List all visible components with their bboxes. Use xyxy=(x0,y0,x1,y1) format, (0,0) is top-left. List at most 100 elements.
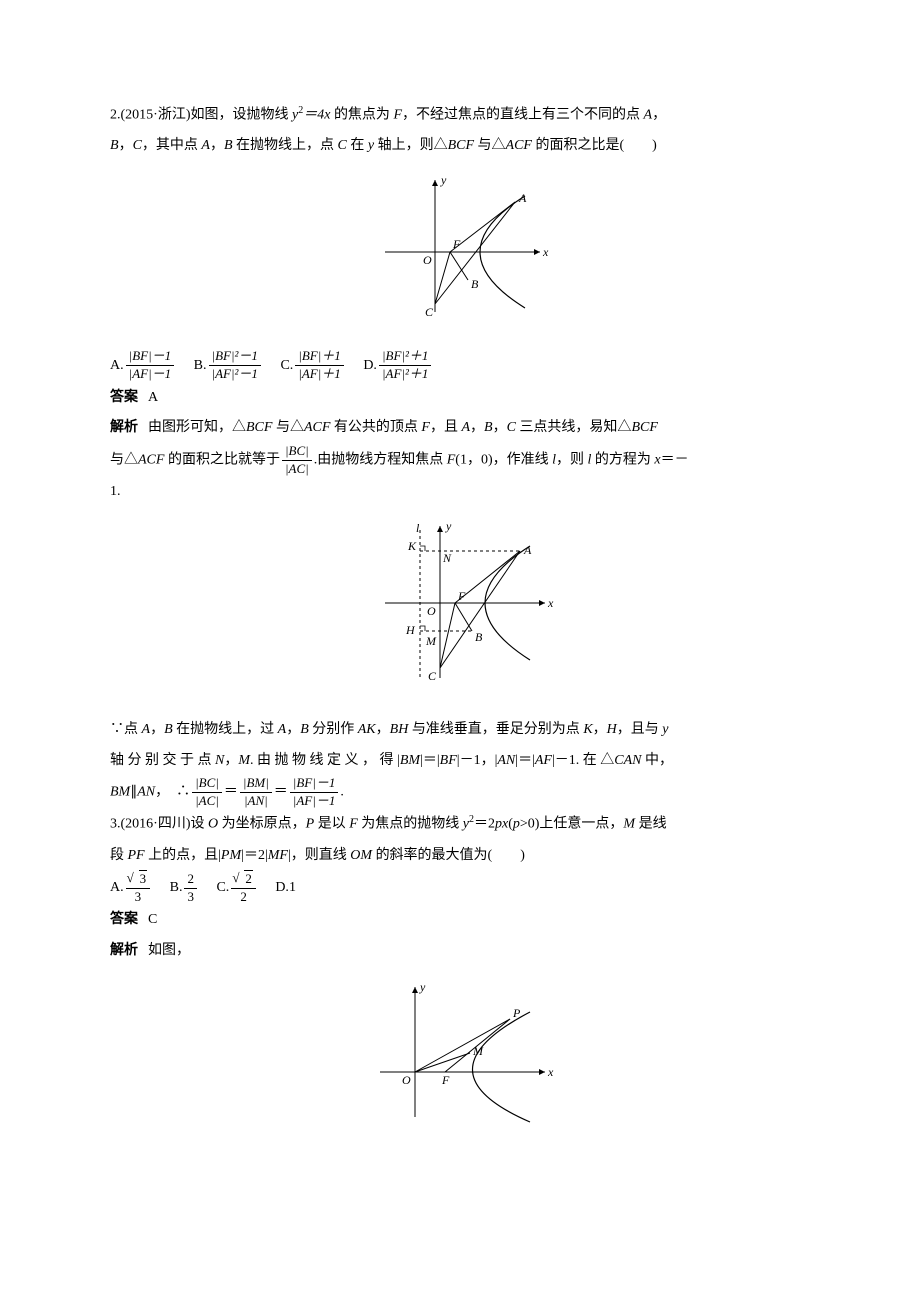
t: C xyxy=(507,420,516,435)
t: AN xyxy=(497,753,515,768)
t: BCF xyxy=(631,420,657,435)
fig2-M: M xyxy=(425,634,437,648)
q2-eq-tail: ＝4x xyxy=(303,108,330,123)
t: px xyxy=(495,817,508,832)
t: B xyxy=(164,722,173,737)
t: 的斜率的最大值为( ) xyxy=(372,848,525,863)
answer-label: 答案 xyxy=(110,390,138,405)
pfx: C. xyxy=(216,880,229,895)
q2-stem-c2: ， xyxy=(652,108,666,123)
t: N xyxy=(215,753,224,768)
t: A xyxy=(201,138,210,153)
t: >0)上任意一点， xyxy=(520,817,624,832)
frac-bc-ac: |BC||AC| xyxy=(282,444,312,477)
q3-options: A.33 B.23 C.22 D.1 xyxy=(110,871,810,905)
q3-opt-A: A.33 xyxy=(110,880,156,895)
t: |，则直线 xyxy=(288,848,350,863)
fig2-C: C xyxy=(428,669,437,683)
explain-label: 解析 xyxy=(110,943,138,958)
t: B xyxy=(300,722,309,737)
t: 有公共的顶点 xyxy=(330,420,421,435)
t: ＝ xyxy=(224,785,238,800)
t: ，则 xyxy=(556,453,588,468)
frac: 33 xyxy=(126,872,151,905)
q2-stem-c: ，不经过焦点的直线上有三个不同的点 xyxy=(402,108,644,123)
fig1-x: x xyxy=(542,245,549,259)
t: 在 xyxy=(347,138,368,153)
t: CAN xyxy=(614,753,641,768)
t: ， xyxy=(224,753,238,768)
t: ACF xyxy=(138,453,164,468)
q2-A: A xyxy=(644,108,653,123)
fig3-P: P xyxy=(512,1006,521,1020)
t: |＝| xyxy=(515,753,535,768)
fig3-F: F xyxy=(441,1073,450,1087)
t: 与△ xyxy=(474,138,506,153)
pfx: D. xyxy=(275,880,289,895)
t: 在抛物线上，过 xyxy=(173,722,278,737)
fig2-K: K xyxy=(407,539,417,553)
t: A xyxy=(278,722,287,737)
q3-opt-C: C.22 xyxy=(216,880,261,895)
t: ，且 xyxy=(430,420,462,435)
fig2-A: A xyxy=(523,543,532,557)
t: O xyxy=(208,817,218,832)
q2-opt-D: D.|BF|²＋1|AF|²＋1 xyxy=(363,358,433,373)
t: 与准线垂直，垂足分别为点 xyxy=(408,722,583,737)
sqrt-icon: 3 xyxy=(129,872,148,887)
q2-stem-line1: 2.(2015·浙江)如图，设抛物线 y2＝4x 的焦点为 F，不经过焦点的直线… xyxy=(110,100,810,131)
t: 由图形可知，△ xyxy=(148,420,246,435)
t: BM xyxy=(110,785,130,800)
t: ， xyxy=(376,722,390,737)
fig1-B: B xyxy=(471,277,479,291)
q2-opt-A: A.|BF|－1|AF|－1 xyxy=(110,358,180,373)
t: A xyxy=(142,722,151,737)
t: 轴上，则△ xyxy=(374,138,448,153)
t: . 由 抛 物 线 定 义 ， 得 | xyxy=(250,753,400,768)
t: |＝2| xyxy=(241,848,268,863)
fig2-F: F xyxy=(457,589,466,603)
t: F xyxy=(421,420,430,435)
fig2-H: H xyxy=(405,623,416,637)
t: BH xyxy=(390,722,409,737)
q2-exp-line3: 1. xyxy=(110,477,810,508)
t: OM xyxy=(350,848,372,863)
q3-figure: y x O F P M xyxy=(110,977,810,1140)
t: ， xyxy=(470,420,484,435)
t: 的方程为 xyxy=(591,453,654,468)
frac2: |BM||AN| xyxy=(240,776,272,809)
q3-answer-row: 答案C xyxy=(110,905,810,936)
t: 中， xyxy=(642,753,674,768)
t: ，且与 xyxy=(617,722,663,737)
fig1-y: y xyxy=(440,173,447,187)
fig2-N: N xyxy=(442,551,452,565)
val: 1 xyxy=(289,880,296,895)
q3-stem-line1: 3.(2016·四川)设 O 为坐标原点，P 是以 F 为焦点的抛物线 y2＝2… xyxy=(110,809,810,840)
t: |＝| xyxy=(420,753,440,768)
t: ， ∴ xyxy=(155,785,190,800)
q3-opt-D: D.1 xyxy=(275,880,296,895)
t: ， xyxy=(493,420,507,435)
t: MF xyxy=(268,848,288,863)
t: 三点共线，易知△ xyxy=(516,420,632,435)
fig1-C: C xyxy=(425,305,434,319)
t: |－1. 在 △ xyxy=(552,753,614,768)
t: . xyxy=(340,785,344,800)
t: 如图， xyxy=(148,943,190,958)
frac: 23 xyxy=(184,872,197,905)
pfx: B. xyxy=(194,358,207,373)
t: 上的点，且| xyxy=(145,848,221,863)
t: PM xyxy=(221,848,241,863)
t: y xyxy=(662,722,668,737)
t: PF xyxy=(128,848,145,863)
q2-answer: A xyxy=(148,390,158,405)
fig3-x: x xyxy=(547,1065,554,1079)
frac1: |BC||AC| xyxy=(192,776,222,809)
t: 是线 xyxy=(635,817,667,832)
q2-figure-2: l y x K N A O F H M B C xyxy=(110,518,810,701)
q2-exp-p6: BM∥AN， ∴|BC||AC|＝|BM||AN|＝|BF|－1|AF|－1. xyxy=(110,776,810,809)
fig3-M: M xyxy=(472,1044,484,1058)
t: F xyxy=(349,817,358,832)
t: K xyxy=(583,722,592,737)
sqrt-icon: 2 xyxy=(234,872,253,887)
